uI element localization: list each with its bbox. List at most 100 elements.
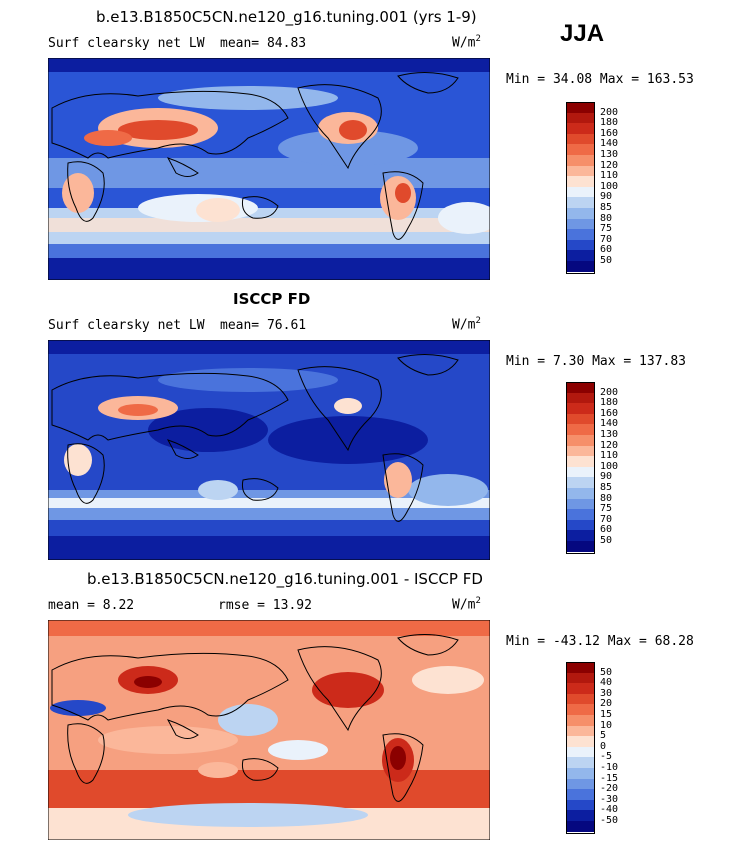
panel-1-colorbar: 200 180 160 140 130 120 110 100 90 85 80 75 70 60 50 <box>566 102 686 274</box>
colorbar-swatch <box>566 810 594 822</box>
colorbar-swatch <box>566 672 594 684</box>
colorbar-tick-label: -10 <box>600 762 619 773</box>
colorbar-swatch <box>566 413 594 425</box>
colorbar-tick-label: 90 <box>600 191 613 203</box>
panel-2-title: ISCCP FD <box>233 290 311 308</box>
colorbar-tick-label: -20 <box>600 783 619 795</box>
colorbar-tick-label: 50 <box>600 666 613 678</box>
colorbar-tick-label: 60 <box>600 244 613 256</box>
colorbar-tick-label: -5 <box>600 751 613 763</box>
colorbar-swatch <box>566 165 594 177</box>
colorbar-swatch <box>566 456 594 468</box>
colorbar-swatch <box>566 715 594 727</box>
colorbar-tick-label: 100 <box>600 460 619 472</box>
panel-2-mean-label: mean= 76.61 <box>220 318 307 333</box>
panel-2-minmax: Min = 7.30 Max = 137.83 <box>506 354 687 369</box>
colorbar-swatch <box>566 112 594 124</box>
panel-3-rmse-label: rmse = 13.92 <box>218 598 312 613</box>
colorbar-tick-label: 180 <box>600 117 619 129</box>
colorbar-swatch <box>566 778 594 790</box>
colorbar-tick-label: 75 <box>600 503 613 515</box>
colorbar-swatch <box>566 155 594 167</box>
colorbar-tick-label: 40 <box>600 677 613 689</box>
colorbar-tick-label: 80 <box>600 492 613 504</box>
colorbar-swatch <box>566 186 594 198</box>
colorbar-swatch <box>566 176 594 188</box>
panel-2-left-label: Surf clearsky net LW <box>48 318 205 333</box>
colorbar-tick-label: 140 <box>600 418 619 430</box>
colorbar-tick-label: 85 <box>600 202 613 213</box>
panel-1-map <box>48 58 490 280</box>
colorbar-tick-label: -40 <box>600 804 619 816</box>
colorbar-tick-label: 80 <box>600 212 613 224</box>
panel-3-map <box>48 620 490 840</box>
colorbar-tick-label: 50 <box>600 535 613 546</box>
colorbar-swatch <box>566 662 594 674</box>
colorbar-swatch <box>566 768 594 780</box>
colorbar-tick-label: 50 <box>600 255 613 266</box>
colorbar-swatch <box>566 683 594 695</box>
colorbar-swatch <box>566 392 594 404</box>
panel-3-colorbar: 50 40 30 20 15 10 5 0 -5 -10 -15 -20 -30 -40 -50 <box>566 662 686 834</box>
panel-1-title: b.e13.B1850C5CN.ne120_g16.tuning.001 (yr… <box>96 8 477 26</box>
colorbar-tick-label: 200 <box>600 386 619 398</box>
colorbar-swatch <box>566 799 594 811</box>
colorbar-tick-label: -50 <box>600 815 619 826</box>
colorbar-swatch <box>566 229 594 241</box>
colorbar-swatch <box>566 541 594 553</box>
colorbar-swatch <box>566 736 594 748</box>
colorbar-tick-label: 180 <box>600 397 619 409</box>
panel-3-unit: W/m2 <box>452 596 481 613</box>
colorbar-tick-label: 130 <box>600 429 619 440</box>
colorbar-swatch <box>566 208 594 220</box>
colorbar-swatch <box>566 704 594 716</box>
colorbar-tick-label: 10 <box>600 719 613 731</box>
panel-1-left-label: Surf clearsky net LW <box>48 36 205 51</box>
colorbar-tick-label: 160 <box>600 407 619 419</box>
colorbar-tick-label: 130 <box>600 149 619 160</box>
colorbar-swatch <box>566 239 594 251</box>
colorbar-tick-label: 160 <box>600 127 619 139</box>
colorbar-tick-label: 120 <box>600 439 619 451</box>
panel-3-mean-label: mean = 8.22 <box>48 598 135 613</box>
colorbar-swatch <box>566 102 594 114</box>
colorbar-swatch <box>566 488 594 500</box>
colorbar-swatch <box>566 382 594 394</box>
colorbar-tick-label: 120 <box>600 159 619 171</box>
panel-3-title: b.e13.B1850C5CN.ne120_g16.tuning.001 - I… <box>87 570 483 588</box>
panel-3-minmax: Min = -43.12 Max = 68.28 <box>506 634 694 649</box>
colorbar-swatch <box>566 746 594 758</box>
colorbar-swatch <box>566 144 594 156</box>
colorbar-swatch <box>566 821 594 833</box>
colorbar-swatch <box>566 435 594 447</box>
colorbar-tick-label: 110 <box>600 170 619 182</box>
colorbar-tick-label: 110 <box>600 450 619 462</box>
colorbar-tick-label: 70 <box>600 233 613 245</box>
colorbar-tick-label: -30 <box>600 793 619 805</box>
colorbar-tick-label: 5 <box>600 730 607 742</box>
colorbar-swatch <box>566 530 594 542</box>
colorbar-tick-label: 75 <box>600 223 613 235</box>
colorbar-swatch <box>566 133 594 145</box>
colorbar-swatch <box>566 261 594 273</box>
panel-2-map <box>48 340 490 560</box>
colorbar-swatch <box>566 123 594 135</box>
colorbar-tick-label: 200 <box>600 106 619 118</box>
colorbar-swatch <box>566 725 594 737</box>
colorbar-swatch <box>566 693 594 705</box>
panel-1-minmax: Min = 34.08 Max = 163.53 <box>506 72 694 87</box>
panel-2-colorbar: 200 180 160 140 130 120 110 100 90 85 80 75 70 60 50 <box>566 382 686 554</box>
panel-2-unit: W/m2 <box>452 316 481 333</box>
colorbar-swatch <box>566 477 594 489</box>
colorbar-tick-label: 140 <box>600 138 619 150</box>
colorbar-swatch <box>566 789 594 801</box>
colorbar-swatch <box>566 509 594 521</box>
colorbar-tick-label: -15 <box>600 772 619 784</box>
colorbar-tick-label: 90 <box>600 471 613 483</box>
colorbar-swatch <box>566 445 594 457</box>
panel-1-mean-label: mean= 84.83 <box>220 36 307 51</box>
colorbar-frame <box>566 102 595 274</box>
colorbar-swatch <box>566 498 594 510</box>
colorbar-swatch <box>566 424 594 436</box>
colorbar-swatch <box>566 519 594 531</box>
